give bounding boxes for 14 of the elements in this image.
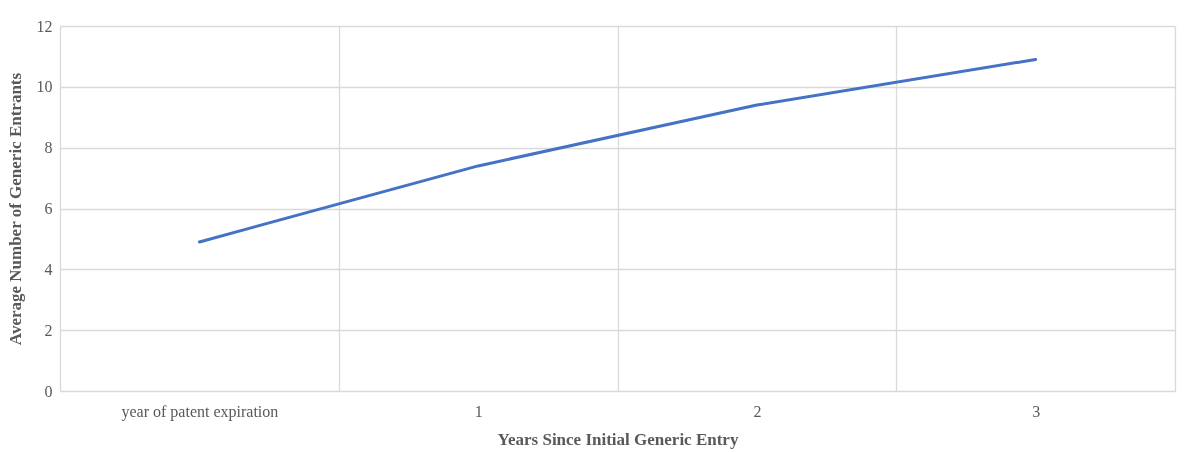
line-series [197,57,1038,244]
x-tick-label: year of patent expiration [121,402,279,421]
y-tick-label: 12 [36,17,53,35]
x-tick-label: 1 [474,402,483,420]
x-tick-label: 2 [753,402,762,420]
y-tick-label: 0 [44,382,53,400]
y-tick-label: 2 [44,321,53,339]
y-tick-label: 4 [44,260,53,278]
x-axis-title: Years Since Initial Generic Entry [497,429,739,449]
y-axis-title: Average Number of Generic Entrants [5,72,25,346]
y-tick-label: 8 [44,139,53,157]
x-tick-label: 3 [1032,402,1041,420]
y-tick-label: 6 [44,200,53,217]
y-tick-label: 10 [36,78,53,96]
